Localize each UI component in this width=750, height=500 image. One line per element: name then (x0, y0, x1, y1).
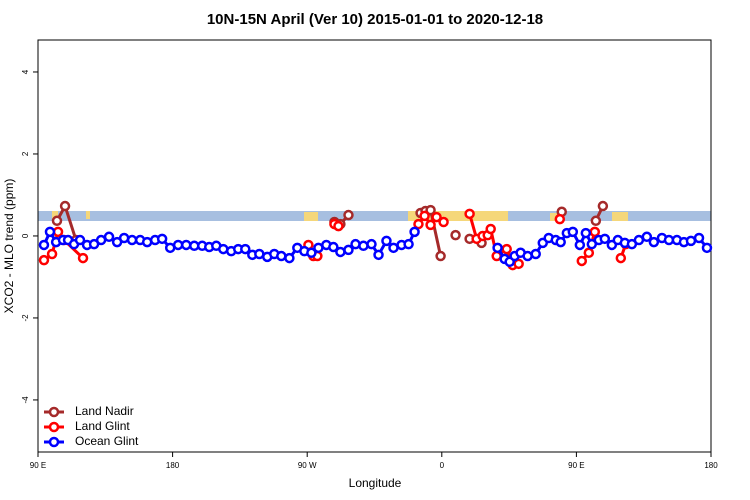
point (276, 250, 287, 262)
point (284, 252, 295, 264)
point (306, 247, 317, 259)
land-patch (304, 212, 318, 221)
point (513, 258, 524, 270)
point (328, 241, 339, 253)
point (701, 242, 713, 254)
point (46, 248, 58, 260)
x-tick-label: 0 (440, 461, 445, 470)
point (599, 233, 611, 245)
point (103, 231, 115, 243)
point (574, 239, 586, 251)
point (693, 232, 705, 244)
point (580, 227, 592, 239)
legend-label: Land Nadir (75, 404, 134, 418)
point (492, 242, 503, 254)
legend-label: Land Glint (75, 419, 130, 433)
point (358, 240, 369, 252)
point (425, 219, 436, 231)
chart-title: 10N-15N April (Ver 10) 2015-01-01 to 202… (207, 11, 543, 28)
y-tick-label: 4 (21, 69, 30, 74)
point (431, 211, 442, 223)
point (567, 226, 579, 238)
point (576, 255, 588, 267)
point (419, 210, 430, 222)
point (530, 248, 541, 260)
point (438, 216, 449, 228)
point (685, 235, 697, 247)
y-tick-label: -2 (21, 314, 30, 322)
legend-marker (48, 436, 60, 448)
point (425, 204, 436, 216)
point (641, 231, 653, 243)
y-tick-label: 0 (21, 233, 30, 238)
point (583, 247, 595, 259)
land-patch (86, 211, 90, 219)
land-patch (612, 212, 628, 221)
point (335, 246, 346, 258)
point (409, 226, 420, 238)
point (597, 200, 609, 212)
point (501, 243, 512, 255)
point (589, 226, 601, 238)
point (590, 215, 602, 227)
point (554, 213, 566, 225)
legend-label: Ocean Glint (75, 434, 139, 448)
point (38, 239, 50, 251)
point (464, 208, 475, 220)
point (38, 254, 50, 266)
point (74, 234, 86, 246)
point (615, 252, 627, 264)
legend-marker (48, 421, 60, 433)
point (180, 239, 192, 251)
point (388, 242, 399, 254)
point (59, 200, 71, 212)
point (343, 209, 354, 221)
x-tick-label: 90 E (30, 461, 46, 470)
point (485, 223, 496, 235)
y-tick-label: 2 (21, 151, 30, 156)
point (522, 250, 533, 262)
land-patch (408, 211, 508, 221)
point (648, 236, 660, 248)
point (435, 250, 446, 262)
point (366, 238, 377, 250)
legend-marker (48, 406, 60, 418)
point (51, 215, 63, 227)
land-mask-strip (38, 211, 711, 221)
point (172, 239, 184, 251)
point (555, 236, 566, 248)
point (126, 234, 138, 246)
point (413, 218, 424, 230)
point (403, 238, 414, 250)
point (77, 252, 89, 264)
point (156, 233, 168, 245)
point (450, 229, 461, 241)
land-patch (550, 213, 560, 221)
y-axis-label: XCO2 - MLO trend (ppm) (2, 179, 16, 314)
ocean-strip (38, 211, 711, 221)
point (350, 238, 361, 250)
x-tick-label: 180 (166, 461, 180, 470)
x-tick-label: 90 W (298, 461, 317, 470)
x-axis-label: Longitude (349, 476, 402, 490)
point (333, 220, 344, 232)
point (240, 243, 251, 255)
point (373, 249, 384, 261)
point (343, 244, 354, 256)
point (52, 226, 64, 238)
point (44, 226, 56, 238)
x-tick-label: 180 (704, 461, 718, 470)
x-tick-label: 90 E (568, 461, 584, 470)
y-tick-label: -4 (21, 396, 30, 404)
point (381, 235, 392, 247)
